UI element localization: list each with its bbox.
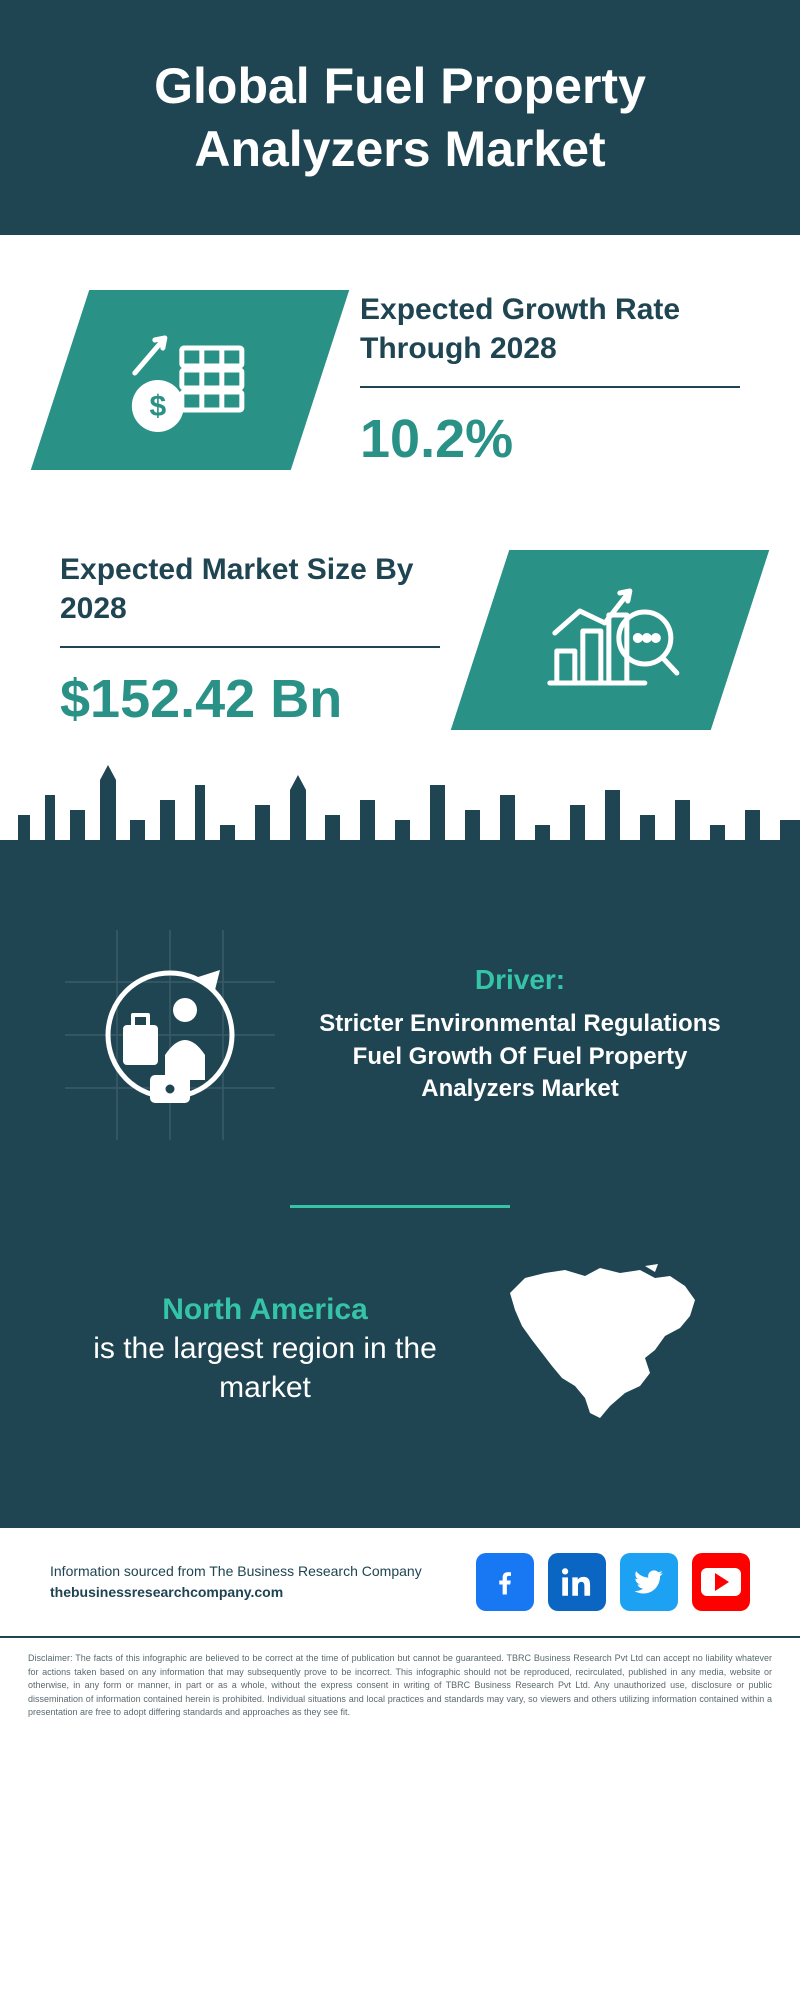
- facebook-icon[interactable]: [476, 1553, 534, 1611]
- header-band: Global Fuel Property Analyzers Market: [0, 0, 800, 235]
- stat-growth-rate: $ Expected Growth Rate Through 2028 10.2…: [0, 235, 800, 495]
- stat-market-size: Expected Market Size By 2028 $152.42 Bn: [0, 495, 800, 755]
- skyline-silhouette: [0, 755, 800, 885]
- disclaimer-text: Disclaimer: The facts of this infographi…: [0, 1636, 800, 1770]
- market-icon-card: [451, 550, 769, 730]
- footer-source-url: thebusinessresearchcompany.com: [50, 1582, 422, 1603]
- market-text: Expected Market Size By 2028 $152.42 Bn: [60, 550, 440, 730]
- footer-bar: Information sourced from The Business Re…: [0, 1528, 800, 1636]
- footer-source-line: Information sourced from The Business Re…: [50, 1561, 422, 1582]
- social-row: [476, 1553, 750, 1611]
- region-rest: is the largest region in the market: [93, 1332, 437, 1404]
- analytics-icon: [535, 573, 685, 708]
- page-title: Global Fuel Property Analyzers Market: [40, 55, 760, 180]
- region-row: North America is the largest region in t…: [50, 1258, 750, 1468]
- dark-section: Driver: Stricter Environmental Regulatio…: [0, 885, 800, 1528]
- driver-description: Stricter Environmental Regulations Fuel …: [305, 1008, 735, 1105]
- north-america-map-icon: [490, 1258, 720, 1438]
- twitter-icon[interactable]: [620, 1553, 678, 1611]
- market-value: $152.42 Bn: [60, 668, 440, 730]
- region-text: North America is the largest region in t…: [80, 1290, 450, 1407]
- money-growth-icon: $: [120, 318, 260, 443]
- linkedin-icon[interactable]: [548, 1553, 606, 1611]
- svg-text:$: $: [150, 390, 167, 423]
- market-label: Expected Market Size By 2028: [60, 550, 440, 648]
- growth-icon-card: $: [31, 290, 349, 470]
- driver-text: Driver: Stricter Environmental Regulatio…: [305, 964, 735, 1105]
- growth-value: 10.2%: [360, 408, 740, 470]
- driver-heading: Driver:: [305, 964, 735, 996]
- divider-line: [290, 1205, 510, 1208]
- driver-row: Driver: Stricter Environmental Regulatio…: [50, 915, 750, 1185]
- footer-source: Information sourced from The Business Re…: [50, 1561, 422, 1603]
- driver-icon: [65, 930, 275, 1140]
- youtube-icon[interactable]: [692, 1553, 750, 1611]
- growth-text: Expected Growth Rate Through 2028 10.2%: [360, 290, 740, 470]
- growth-label: Expected Growth Rate Through 2028: [360, 290, 740, 388]
- region-name: North America: [162, 1293, 368, 1326]
